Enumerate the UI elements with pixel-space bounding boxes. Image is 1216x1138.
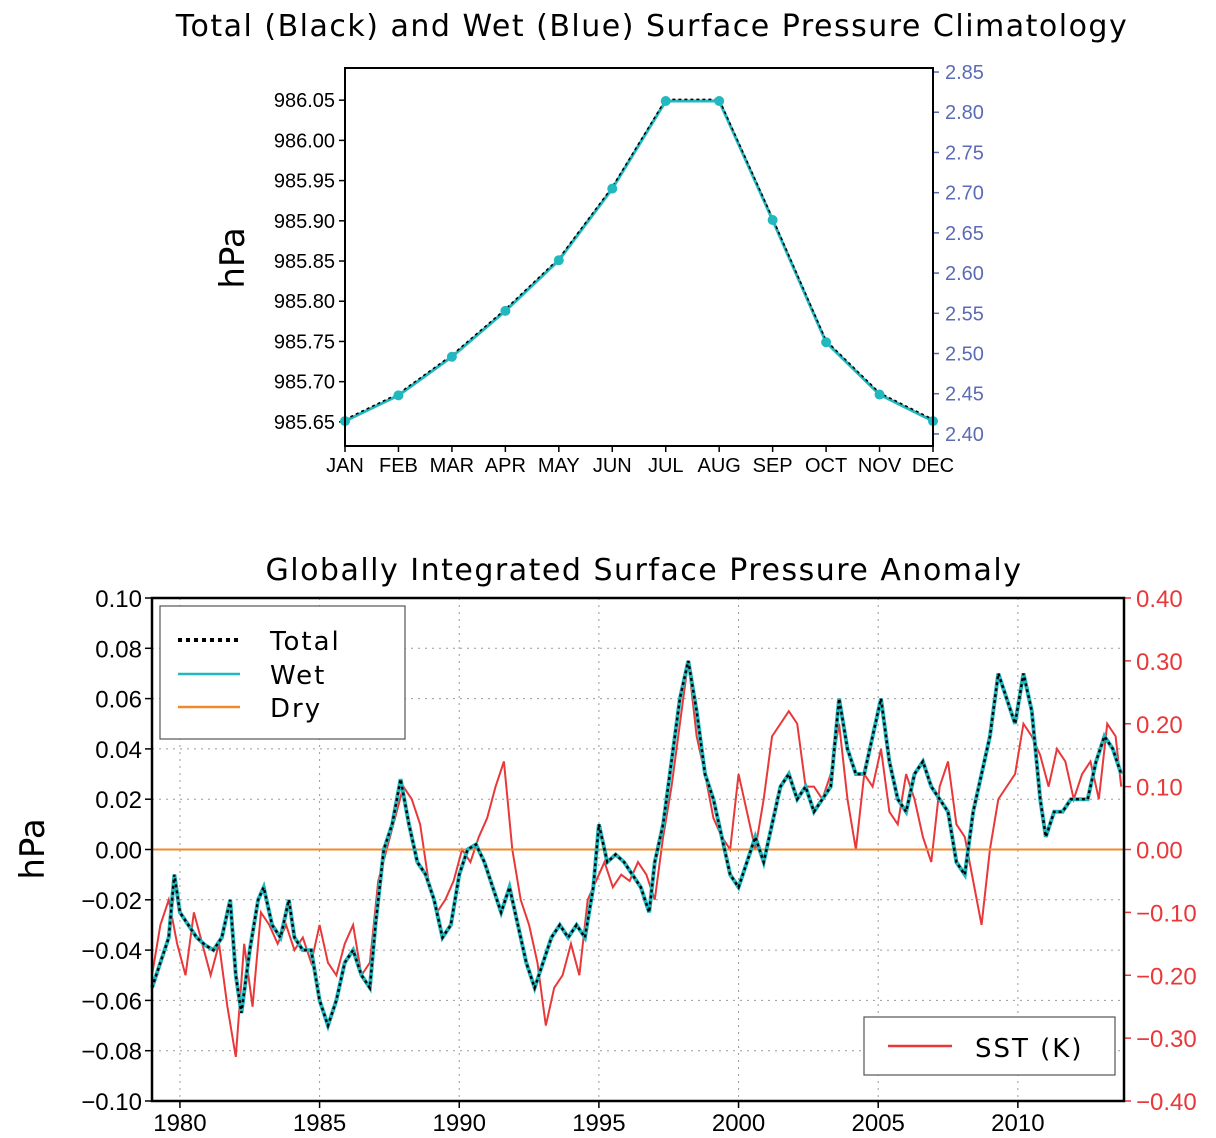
- x-tick-label: 1980: [153, 1110, 206, 1137]
- y-tick-label: 0.04: [95, 737, 142, 764]
- y2-tick-label: −0.20: [1136, 963, 1197, 990]
- x-tick-label: MAY: [538, 455, 580, 477]
- y2-tick-label: 2.40: [945, 424, 984, 446]
- total-line: [344, 98, 934, 421]
- y-tick-label: 985.85: [274, 251, 335, 273]
- wet-point: [714, 95, 725, 106]
- y-tick-label: −0.04: [81, 938, 142, 965]
- y-tick-label: 0.06: [95, 687, 142, 714]
- legend-dry-label: Dry: [270, 694, 322, 724]
- chart2-legend: Total Wet Dry: [159, 605, 406, 740]
- chart2-ylabel: hPa: [13, 818, 53, 879]
- x-tick-label: JAN: [326, 455, 364, 477]
- wet-point: [821, 337, 832, 348]
- y2-tick-label: 2.85: [945, 62, 984, 84]
- sst-line: [151, 660, 1123, 1058]
- x-tick-label: JUN: [593, 455, 632, 477]
- y-tick-label: 985.75: [274, 331, 335, 353]
- y2-tick-label: 2.65: [945, 223, 984, 245]
- y-tick-label: 986.05: [274, 90, 335, 112]
- y2-tick-label: 0.40: [1136, 586, 1183, 613]
- y-tick-label: 985.90: [274, 211, 335, 233]
- y-tick-label: 985.80: [274, 291, 335, 313]
- legend-sst-label: SST (K): [975, 1034, 1084, 1064]
- x-tick-label: NOV: [858, 455, 902, 477]
- legend-wet-label: Wet: [270, 661, 326, 691]
- y-tick-label: −0.08: [81, 1039, 142, 1066]
- chart1-frame: [344, 67, 934, 447]
- wet-point: [553, 255, 564, 266]
- y-tick-label: 0.10: [95, 586, 142, 613]
- y2-tick-label: 0.30: [1136, 649, 1183, 676]
- chart2-frame: [150, 596, 1126, 1103]
- x-tick-label: 2000: [712, 1110, 765, 1137]
- y-tick-label: −0.02: [81, 888, 142, 915]
- y-tick-label: 0.08: [95, 636, 142, 663]
- wet-point: [660, 95, 671, 106]
- y-tick-label: 0.02: [95, 787, 142, 814]
- chart1-title: Total (Black) and Wet (Blue) Surface Pre…: [175, 9, 1128, 44]
- wet-point: [874, 389, 885, 400]
- legend-total-label: Total: [269, 627, 341, 657]
- y2-tick-label: 2.45: [945, 384, 984, 406]
- x-tick-label: 1985: [293, 1110, 346, 1137]
- x-tick-label: APR: [485, 455, 526, 477]
- y2-tick-label: 0.20: [1136, 712, 1183, 739]
- x-tick-label: 2010: [991, 1110, 1044, 1137]
- y2-tick-label: 2.55: [945, 303, 984, 325]
- y2-tick-label: 2.75: [945, 142, 984, 164]
- x-tick-label: MAR: [430, 455, 474, 477]
- x-tick-label: 1995: [572, 1110, 625, 1137]
- chart2-sst-legend: SST (K): [863, 1016, 1116, 1076]
- y2-tick-label: 2.50: [945, 344, 984, 366]
- chart2-title: Globally Integrated Surface Pressure Ano…: [265, 553, 1022, 588]
- y-tick-label: −0.06: [81, 988, 142, 1015]
- x-tick-label: AUG: [698, 455, 741, 477]
- x-tick-label: JUL: [648, 455, 684, 477]
- y2-tick-label: −0.10: [1136, 900, 1197, 927]
- wet-point: [446, 351, 457, 362]
- y2-tick-label: 2.80: [945, 102, 984, 124]
- y2-tick-label: 0.10: [1136, 775, 1183, 802]
- y2-tick-label: −0.40: [1136, 1089, 1197, 1116]
- wet-point: [607, 183, 618, 194]
- x-tick-label: 1990: [433, 1110, 486, 1137]
- legend-box: [159, 605, 406, 740]
- x-tick-label: FEB: [379, 455, 418, 477]
- y-tick-label: 0.00: [95, 838, 142, 865]
- x-tick-label: SEP: [753, 455, 793, 477]
- y2-tick-label: 2.70: [945, 183, 984, 205]
- y-tick-label: −0.10: [81, 1089, 142, 1116]
- y-tick-label: 985.65: [274, 412, 335, 434]
- wet-point: [500, 305, 511, 316]
- total-line: [150, 660, 1123, 1030]
- wet-point: [767, 215, 778, 226]
- y2-tick-label: 2.60: [945, 263, 984, 285]
- y2-tick-label: −0.30: [1136, 1026, 1197, 1053]
- chart1-ylabel: hPa: [213, 227, 253, 288]
- wet-point: [393, 390, 404, 401]
- x-tick-label: DEC: [912, 455, 954, 477]
- y-tick-label: 986.00: [274, 130, 335, 152]
- y2-tick-label: 0.00: [1136, 838, 1183, 865]
- x-tick-label: 2005: [852, 1110, 905, 1137]
- wet-line: [344, 99, 934, 423]
- y-tick-label: 985.70: [274, 372, 335, 394]
- x-tick-label: OCT: [805, 455, 847, 477]
- y-tick-label: 985.95: [274, 171, 335, 193]
